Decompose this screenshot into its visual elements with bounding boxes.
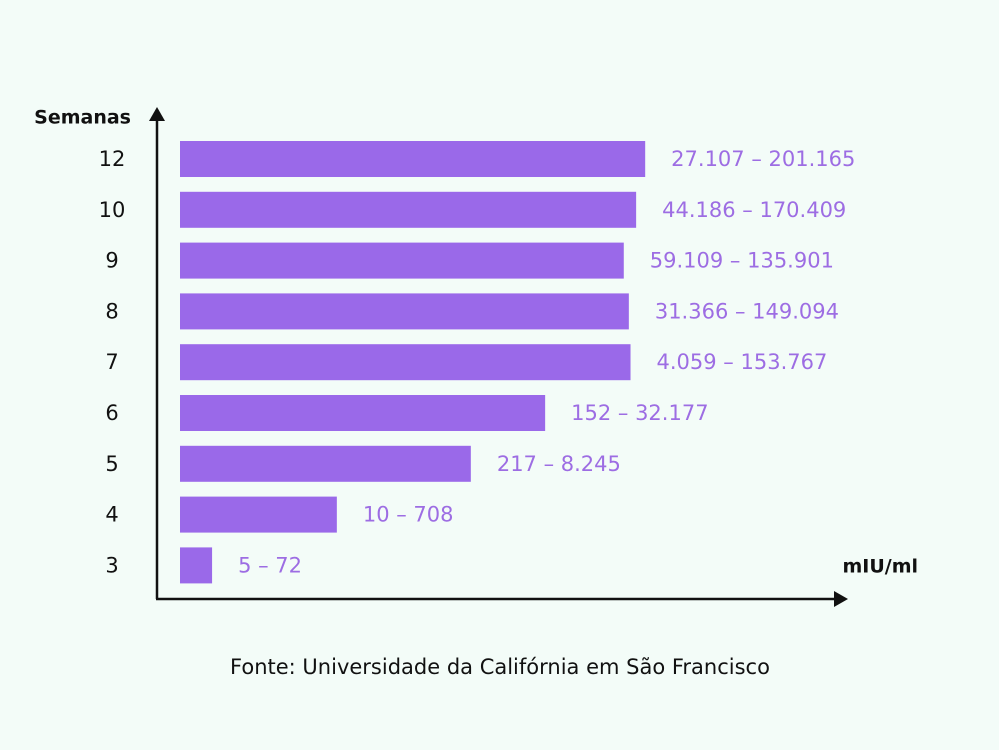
value-label: 4.059 – 153.767 <box>657 350 828 374</box>
x-axis-arrow <box>834 591 848 607</box>
y-tick-label: 8 <box>105 299 118 323</box>
y-tick-label: 7 <box>105 350 118 374</box>
y-tick-label: 6 <box>105 401 118 425</box>
value-label: 5 – 72 <box>238 553 302 577</box>
value-label: 10 – 708 <box>363 503 454 527</box>
bar <box>180 293 629 330</box>
y-tick-label: 9 <box>105 249 118 273</box>
bar <box>180 395 546 431</box>
x-axis-title: mIU/ml <box>842 556 918 578</box>
bar <box>180 141 646 177</box>
y-tick-label: 4 <box>105 503 118 527</box>
y-tick-label: 5 <box>105 452 118 476</box>
value-label: 27.107 – 201.165 <box>671 147 855 171</box>
value-label: 31.366 – 149.094 <box>655 299 839 323</box>
y-axis-title: Semanas <box>34 107 131 129</box>
value-label: 44.186 – 170.409 <box>662 198 846 222</box>
bar <box>180 242 624 279</box>
value-label: 59.109 – 135.901 <box>650 249 834 273</box>
bar <box>180 445 471 482</box>
source: Fonte: Universidade da Califórnia em São… <box>230 655 770 679</box>
y-tick-label: 12 <box>99 147 126 171</box>
y-tick-label: 10 <box>99 198 126 222</box>
bar <box>180 547 213 584</box>
y-axis-arrow <box>149 107 165 121</box>
value-label: 217 – 8.245 <box>497 452 621 476</box>
y-tick-label: 3 <box>105 553 118 577</box>
value-label: 152 – 32.177 <box>571 401 708 425</box>
bar <box>180 344 631 381</box>
bar <box>180 496 337 533</box>
bar <box>180 191 637 228</box>
